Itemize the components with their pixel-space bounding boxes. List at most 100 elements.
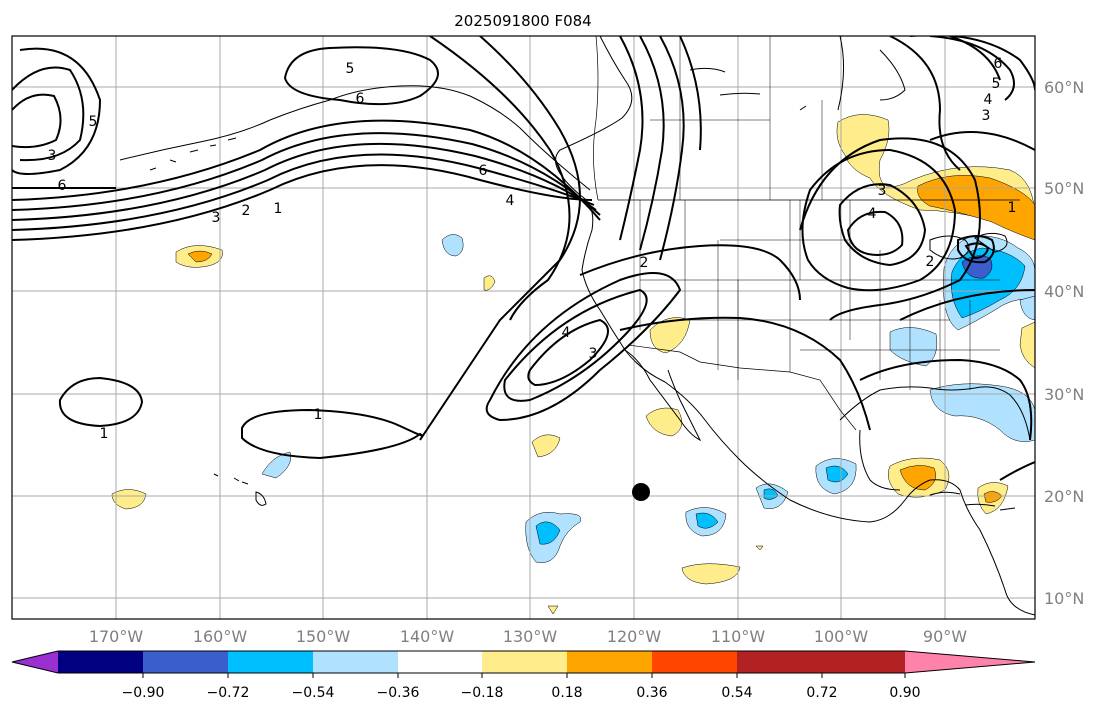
contour-label: 2 [242, 203, 251, 219]
contour-line [899, 289, 1035, 321]
longitude-labels: 170°W 160°W 150°W 140°W 130°W 120°W 110°… [89, 627, 967, 646]
colorbar-tick-label: 0.72 [806, 685, 837, 701]
colorbar-segment [398, 651, 482, 673]
contour-line [12, 47, 102, 175]
lon-label: 110°W [711, 627, 766, 646]
contour-label: 4 [984, 92, 993, 108]
lat-label: 50°N [1044, 179, 1084, 198]
contour-label: 1 [314, 407, 323, 423]
lon-label: 140°W [400, 627, 455, 646]
anomaly-positive-region [681, 563, 741, 585]
colorbar-segment [822, 651, 905, 673]
contour-line [12, 132, 601, 216]
colorbar-tick-label: 0.18 [551, 685, 582, 701]
anomaly-negative-region [889, 327, 938, 367]
contour-label: 6 [356, 91, 365, 107]
contour-label: 6 [994, 56, 1003, 72]
contour-label: 6 [479, 163, 488, 179]
baja-california-coast [624, 349, 702, 442]
anomaly-positive-region [483, 275, 496, 291]
contour-line [527, 318, 609, 387]
lon-label: 90°W [923, 627, 967, 646]
colorbar-segment [58, 651, 143, 673]
colorbar: −0.90 −0.72 −0.54 −0.36 −0.18 0.18 0.36 … [11, 650, 1036, 701]
contour-line [964, 242, 990, 260]
anomaly-negative-region [535, 521, 561, 545]
contour-label: 1 [100, 426, 109, 442]
contour-line [929, 131, 1035, 151]
lon-label: 120°W [607, 627, 662, 646]
colorbar-outline [11, 650, 1036, 674]
colorbar-tick-label: 0.36 [636, 685, 667, 701]
colorbar-segment [313, 651, 398, 673]
contour-line [799, 137, 981, 321]
contour-line [12, 164, 593, 241]
contour-line [949, 36, 1001, 81]
colorbar-extension-right [905, 651, 1035, 673]
contour-line [12, 153, 595, 231]
lon-label: 100°W [814, 627, 869, 646]
contour-line [846, 210, 904, 256]
us-state-lines [639, 200, 1000, 390]
map-frame [11, 35, 1036, 620]
anomaly-positive-region [917, 175, 1035, 241]
north-america-coast [555, 36, 1035, 616]
contour-label: 5 [346, 61, 355, 77]
contour-labels: 5 6 5 3 6 3 2 1 6 4 2 4 3 1 1 4 3 2 6 5 … [48, 56, 1017, 442]
contour-line [659, 36, 685, 261]
anomaly-positive-region [187, 250, 213, 263]
figure-title: 2025091800 F084 [454, 12, 591, 30]
contour-line [241, 408, 424, 460]
colorbar-tick-label: −0.18 [461, 685, 504, 701]
colorbar-segment [652, 651, 737, 673]
contour-label: 3 [589, 346, 598, 362]
contour-label: 2 [640, 255, 649, 271]
contour-label: 6 [58, 178, 67, 194]
colorbar-ticks [142, 673, 906, 678]
colorbar-segment [737, 651, 822, 673]
colorbar-extension-left [12, 651, 58, 673]
lat-label: 60°N [1044, 78, 1084, 97]
contour-line [12, 142, 597, 221]
contour-lines [12, 36, 1035, 481]
anomaly-negative-region [695, 512, 719, 529]
contour-label: 1 [1008, 200, 1017, 216]
contour-line [679, 36, 702, 151]
contour-label: 4 [562, 325, 571, 341]
contour-line [910, 36, 1035, 91]
map-panel: 5 6 5 3 6 3 2 1 6 4 2 4 3 1 1 4 3 2 6 5 … [12, 36, 1035, 619]
political-borders [593, 36, 1020, 431]
contour-line [12, 93, 62, 149]
contour-line [485, 272, 682, 422]
colorbar-tick-label: 0.54 [721, 685, 752, 701]
contour-line [929, 36, 1015, 101]
lat-label: 20°N [1044, 487, 1084, 506]
us-mexico-border [627, 344, 857, 431]
contour-label: 5 [89, 114, 98, 130]
lon-label: 130°W [503, 627, 558, 646]
contour-label: 5 [992, 76, 1001, 92]
contour-line [429, 36, 571, 321]
contour-line [999, 461, 1035, 481]
lat-label: 10°N [1044, 589, 1084, 608]
contour-line [859, 358, 1033, 441]
colorbar-tick-label: −0.54 [292, 685, 335, 701]
contour-line [58, 376, 144, 428]
caribbean-islands [929, 491, 1016, 511]
shaded-anomalies [111, 114, 1035, 615]
hudson-bay-coast [837, 36, 906, 111]
contour-line [419, 36, 581, 441]
anomaly-negative-region [825, 465, 849, 483]
hawaii-islands [213, 473, 267, 506]
contour-line [957, 235, 995, 264]
contour-label: 1 [274, 201, 283, 217]
lon-label: 150°W [296, 627, 351, 646]
colorbar-tick-label: −0.72 [207, 685, 250, 701]
anomaly-positive-region [899, 465, 936, 491]
colorbar-tick-label: 0.90 [889, 685, 920, 701]
contour-line [838, 183, 927, 267]
contour-label: 4 [868, 206, 877, 222]
anomaly-positive-region [547, 605, 559, 615]
